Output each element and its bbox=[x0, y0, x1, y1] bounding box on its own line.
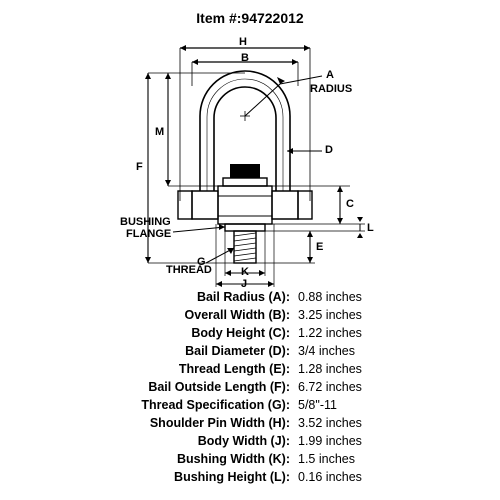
label-l: L bbox=[367, 222, 374, 234]
spec-value: 3/4 inches bbox=[298, 342, 355, 360]
spec-row: Bail Outside Length (F): 6.72 inches bbox=[78, 378, 438, 396]
spec-row: Bushing Height (L): 0.16 inches bbox=[78, 468, 438, 486]
spec-value: 6.72 inches bbox=[298, 378, 362, 396]
label-d: D bbox=[325, 144, 333, 156]
label-f: F bbox=[136, 161, 143, 173]
spec-row: Shoulder Pin Width (H): 3.52 inches bbox=[78, 414, 438, 432]
spec-row: Bail Radius (A): 0.88 inches bbox=[78, 288, 438, 306]
spec-value: 1.99 inches bbox=[298, 432, 362, 450]
spec-label: Bail Outside Length (F): bbox=[78, 378, 298, 396]
label-thread: THREAD bbox=[166, 264, 212, 276]
spec-label: Shoulder Pin Width (H): bbox=[78, 414, 298, 432]
spec-label: Body Width (J): bbox=[78, 432, 298, 450]
item-prefix: Item #: bbox=[196, 10, 241, 26]
spec-label: Bushing Height (L): bbox=[78, 468, 298, 486]
label-e: E bbox=[316, 241, 323, 253]
label-k: K bbox=[241, 266, 249, 278]
label-a: A bbox=[326, 69, 334, 81]
spec-value: 1.28 inches bbox=[298, 360, 362, 378]
label-h: H bbox=[239, 36, 247, 48]
spec-label: Bushing Width (K): bbox=[78, 450, 298, 468]
spec-table: Bail Radius (A): 0.88 inches Overall Wid… bbox=[78, 288, 438, 486]
spec-row: Body Width (J): 1.99 inches bbox=[78, 432, 438, 450]
spec-value: 1.5 inches bbox=[298, 450, 355, 468]
hoist-ring-svg bbox=[0, 26, 500, 291]
spec-value: 3.52 inches bbox=[298, 414, 362, 432]
spec-row: Overall Width (B): 3.25 inches bbox=[78, 306, 438, 324]
spec-label: Thread Specification (G): bbox=[78, 396, 298, 414]
label-c: C bbox=[346, 198, 354, 210]
spec-value: 3.25 inches bbox=[298, 306, 362, 324]
label-flange: FLANGE bbox=[126, 228, 171, 240]
engineering-diagram: H B A RADIUS M F D C E L K J G BUSHING F… bbox=[0, 26, 500, 291]
spec-value: 5/8"-11 bbox=[298, 396, 337, 414]
spec-label: Thread Length (E): bbox=[78, 360, 298, 378]
label-bushing: BUSHING bbox=[120, 216, 171, 228]
spec-label: Overall Width (B): bbox=[78, 306, 298, 324]
label-radius: RADIUS bbox=[310, 83, 352, 95]
spec-label: Bail Radius (A): bbox=[78, 288, 298, 306]
label-m: M bbox=[155, 126, 164, 138]
spec-label: Bail Diameter (D): bbox=[78, 342, 298, 360]
spec-value: 0.88 inches bbox=[298, 288, 362, 306]
spec-row: Thread Length (E): 1.28 inches bbox=[78, 360, 438, 378]
spec-value: 1.22 inches bbox=[298, 324, 362, 342]
item-header: Item #:94722012 bbox=[0, 0, 500, 26]
spec-row: Bail Diameter (D): 3/4 inches bbox=[78, 342, 438, 360]
spec-row: Body Height (C): 1.22 inches bbox=[78, 324, 438, 342]
item-number: 94722012 bbox=[241, 10, 303, 26]
spec-row: Thread Specification (G): 5/8"-11 bbox=[78, 396, 438, 414]
spec-row: Bushing Width (K): 1.5 inches bbox=[78, 450, 438, 468]
spec-value: 0.16 inches bbox=[298, 468, 362, 486]
label-b: B bbox=[241, 52, 249, 64]
spec-label: Body Height (C): bbox=[78, 324, 298, 342]
